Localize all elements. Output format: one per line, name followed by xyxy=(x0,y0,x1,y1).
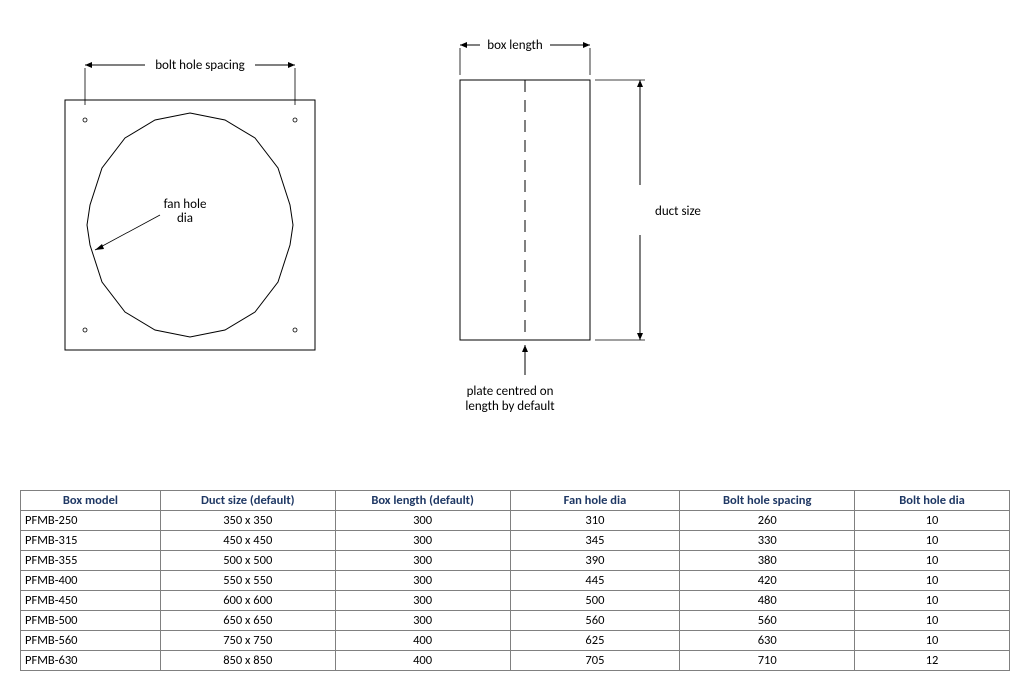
front-view: bolt hole spacing fan hole dia xyxy=(50,20,330,440)
table-cell: 300 xyxy=(335,591,510,611)
table-cell: 400 xyxy=(335,631,510,651)
table-cell: 445 xyxy=(510,571,680,591)
fan-hole-dia-callout: fan hole dia xyxy=(95,197,206,250)
table-row: PFMB-630850 x 85040070571012 xyxy=(21,651,1010,671)
table-cell: 500 x 500 xyxy=(160,551,335,571)
table-cell: 350 x 350 xyxy=(160,511,335,531)
table-cell: 390 xyxy=(510,551,680,571)
bolt-hole-spacing-label: bolt hole spacing xyxy=(155,58,245,73)
table-cell: 380 xyxy=(680,551,855,571)
table-cell: 650 x 650 xyxy=(160,611,335,631)
table-row: PFMB-250350 x 35030031026010 xyxy=(21,511,1010,531)
table-cell: 550 x 550 xyxy=(160,571,335,591)
table-row: PFMB-560750 x 75040062563010 xyxy=(21,631,1010,651)
fan-hole-label-1: fan hole xyxy=(164,197,207,212)
table-cell: 710 xyxy=(680,651,855,671)
table-cell: 10 xyxy=(855,531,1010,551)
table-row: PFMB-450600 x 60030050048010 xyxy=(21,591,1010,611)
table-cell: 450 x 450 xyxy=(160,531,335,551)
table-cell: PFMB-400 xyxy=(21,571,161,591)
side-view: box length duct size xyxy=(450,20,770,440)
spec-table: Box modelDuct size (default)Box length (… xyxy=(20,490,1010,671)
table-cell: 10 xyxy=(855,631,1010,651)
table-cell: 560 xyxy=(510,611,680,631)
table-head: Box modelDuct size (default)Box length (… xyxy=(21,491,1010,511)
table-cell: 560 xyxy=(680,611,855,631)
table-row: PFMB-400550 x 55030044542010 xyxy=(21,571,1010,591)
side-view-svg: box length duct size xyxy=(450,20,770,440)
table-cell: 310 xyxy=(510,511,680,531)
plate-note-1: plate centred on xyxy=(467,384,554,399)
plate-note-2: length by default xyxy=(465,399,555,414)
col-header: Box length (default) xyxy=(335,491,510,511)
table-cell: 10 xyxy=(855,611,1010,631)
table-cell: 300 xyxy=(335,511,510,531)
front-view-svg: bolt hole spacing fan hole dia xyxy=(50,20,330,380)
table-cell: 10 xyxy=(855,511,1010,531)
dim-bolt-hole-spacing: bolt hole spacing xyxy=(85,58,295,105)
table-cell: PFMB-355 xyxy=(21,551,161,571)
table-cell: 300 xyxy=(335,571,510,591)
bolt-hole-br xyxy=(293,328,297,332)
dim-box-length: box length xyxy=(460,38,590,75)
table-cell: 330 xyxy=(680,531,855,551)
box-length-label: box length xyxy=(487,38,543,53)
bolt-hole-tl xyxy=(83,118,87,122)
table-cell: 300 xyxy=(335,611,510,631)
table-cell: 625 xyxy=(510,631,680,651)
table-cell: PFMB-315 xyxy=(21,531,161,551)
table-cell: 10 xyxy=(855,571,1010,591)
table-cell: PFMB-560 xyxy=(21,631,161,651)
table-cell: 12 xyxy=(855,651,1010,671)
fan-hole-label-2: dia xyxy=(177,211,193,226)
table-cell: 480 xyxy=(680,591,855,611)
table-cell: 705 xyxy=(510,651,680,671)
table-cell: 400 xyxy=(335,651,510,671)
table-row: PFMB-500650 x 65030056056010 xyxy=(21,611,1010,631)
diagram-row: bolt hole spacing fan hole dia xyxy=(20,20,1004,440)
col-header: Bolt hole spacing xyxy=(680,491,855,511)
table-cell: 10 xyxy=(855,551,1010,571)
table-cell: 300 xyxy=(335,531,510,551)
table-body: PFMB-250350 x 35030031026010PFMB-315450 … xyxy=(21,511,1010,671)
col-header: Bolt hole dia xyxy=(855,491,1010,511)
table-cell: 300 xyxy=(335,551,510,571)
plate-note: plate centred on length by default xyxy=(465,345,555,414)
table-cell: 260 xyxy=(680,511,855,531)
table-cell: PFMB-450 xyxy=(21,591,161,611)
table-cell: 850 x 850 xyxy=(160,651,335,671)
table-cell: PFMB-500 xyxy=(21,611,161,631)
table-cell: 750 x 750 xyxy=(160,631,335,651)
table-cell: 630 xyxy=(680,631,855,651)
col-header: Duct size (default) xyxy=(160,491,335,511)
duct-size-label: duct size xyxy=(655,204,701,219)
bolt-hole-tr xyxy=(293,118,297,122)
col-header: Box model xyxy=(21,491,161,511)
table-cell: PFMB-250 xyxy=(21,511,161,531)
table-row: PFMB-315450 x 45030034533010 xyxy=(21,531,1010,551)
col-header: Fan hole dia xyxy=(510,491,680,511)
dim-duct-size: duct size xyxy=(595,80,701,340)
table-cell: 500 xyxy=(510,591,680,611)
table-cell: 420 xyxy=(680,571,855,591)
table-row: PFMB-355500 x 50030039038010 xyxy=(21,551,1010,571)
table-cell: 10 xyxy=(855,591,1010,611)
bolt-hole-bl xyxy=(83,328,87,332)
table-cell: 345 xyxy=(510,531,680,551)
table-cell: PFMB-630 xyxy=(21,651,161,671)
table-cell: 600 x 600 xyxy=(160,591,335,611)
